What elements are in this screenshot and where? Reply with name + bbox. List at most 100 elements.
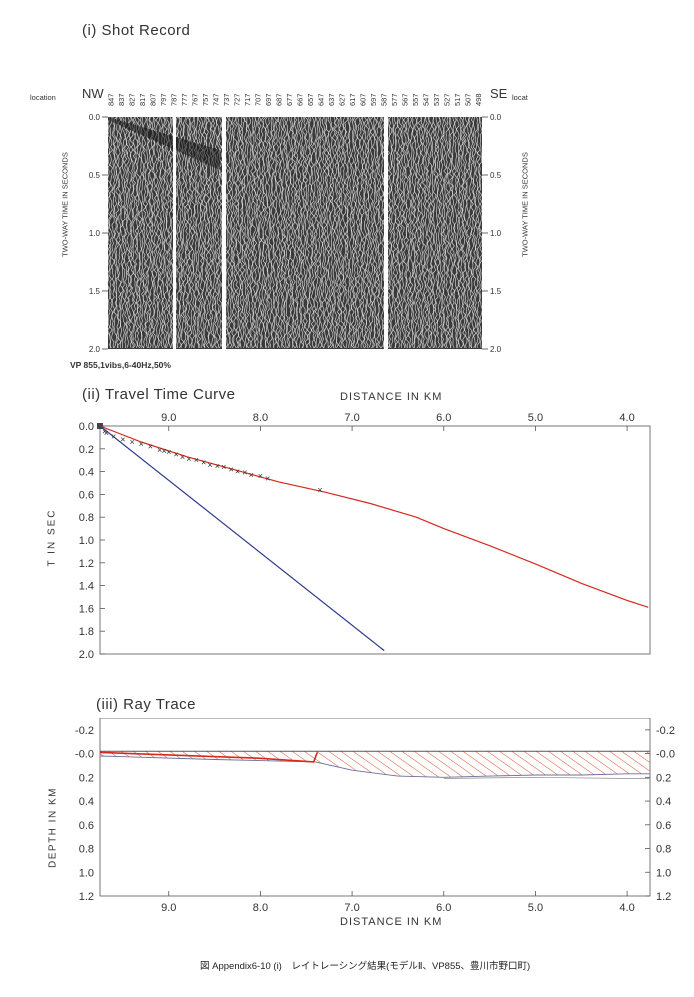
trace-label: 507 <box>463 93 472 106</box>
seismic-trace <box>115 116 120 349</box>
seismic-trace <box>337 116 343 349</box>
seismic-trace <box>342 116 347 349</box>
seismic-trace <box>243 116 248 349</box>
seismic-trace <box>235 116 240 349</box>
seismic-trace <box>478 116 483 349</box>
seismic-trace <box>285 116 290 349</box>
trace-label: 827 <box>127 93 136 106</box>
seismic-trace <box>293 116 298 349</box>
seismic-trace <box>144 116 149 349</box>
seismic-trace <box>125 116 130 349</box>
pick-marker: × <box>111 431 116 441</box>
trace-label: 777 <box>180 93 189 106</box>
source-note: VP 855,1vibs,6-40Hz,50% <box>70 360 171 370</box>
seismic-trace <box>241 116 246 349</box>
y-tick-label: 0.0 <box>79 421 94 433</box>
y-tick-label: 1.2 <box>79 558 94 570</box>
nw-label: NW <box>82 86 104 101</box>
seismic-trace <box>426 116 431 349</box>
ray-trace-xlabel: DISTANCE IN KM <box>340 916 443 928</box>
seismic-trace <box>378 116 382 349</box>
x-tick-label: 7.0 <box>344 902 359 914</box>
trace-label: 557 <box>411 93 420 106</box>
pick-marker: × <box>215 461 220 471</box>
pick-marker: × <box>228 464 233 474</box>
trace-label: 537 <box>432 93 441 106</box>
trace-label: 677 <box>285 93 294 106</box>
trace-label: 657 <box>306 93 315 106</box>
seismic-trace <box>132 116 137 349</box>
trace-label: 547 <box>421 93 430 106</box>
seismic-trace <box>256 116 261 349</box>
y-tick-label-left: -0.2 <box>75 725 94 737</box>
seismic-trace <box>283 116 288 349</box>
time-tick-label-right: 0.0 <box>490 113 502 122</box>
seismic-trace <box>113 116 118 349</box>
seismic-trace <box>302 116 307 349</box>
seismic-trace <box>232 116 238 349</box>
trace-label: 697 <box>264 93 273 106</box>
seismic-trace <box>422 116 427 349</box>
seismic-trace <box>413 116 418 349</box>
x-tick-label: 9.0 <box>161 412 176 424</box>
seismic-trace <box>266 116 271 349</box>
seismic-trace <box>457 116 462 349</box>
se-label: SE <box>490 86 508 101</box>
y-tick-label-left: 1.2 <box>79 891 94 903</box>
trace-label: 647 <box>316 93 325 106</box>
seismic-trace <box>123 116 128 349</box>
trace-label: 577 <box>390 93 399 106</box>
seismic-trace <box>140 116 145 349</box>
seismic-trace <box>352 116 357 349</box>
trace-label: 727 <box>232 93 241 106</box>
seismic-trace <box>415 116 420 349</box>
seismic-trace <box>365 116 370 349</box>
trace-label: 587 <box>379 93 388 106</box>
pick-marker: × <box>173 450 178 460</box>
trace-label: 737 <box>222 93 231 106</box>
seismic-trace <box>466 116 471 349</box>
y-tick-label: 0.2 <box>656 772 671 784</box>
seismic-trace <box>275 116 279 349</box>
seismic-trace <box>249 116 254 349</box>
lower-boundary <box>443 776 650 779</box>
seismic-trace <box>182 116 187 349</box>
seismic-trace <box>392 116 397 349</box>
x-tick-label: 5.0 <box>528 412 543 424</box>
seismic-trace <box>445 116 450 349</box>
seismic-trace <box>436 116 441 349</box>
seismic-trace <box>180 116 185 349</box>
pick-marker: × <box>139 439 144 449</box>
seismic-trace <box>344 116 349 349</box>
location-label-left: location <box>30 93 56 102</box>
trace-label: 627 <box>337 93 346 106</box>
seismic-trace <box>287 116 292 349</box>
seismic-trace <box>317 116 322 349</box>
seismic-trace <box>461 116 466 349</box>
layer-boundary <box>99 755 650 778</box>
ray-trace-chart: -0.2 -0.2 -0.0 -0.0 0.2 0.2 0.4 0.4 0.6 0.6 0.8 0.8… <box>75 718 675 914</box>
pick-marker: × <box>235 467 240 477</box>
trace-label: 637 <box>327 93 336 106</box>
seismic-trace <box>237 116 242 349</box>
seismic-trace <box>298 116 302 349</box>
direct-wave-line <box>99 425 385 652</box>
seismic-trace <box>281 116 286 349</box>
pick-marker: × <box>186 454 191 464</box>
time-tick-label-left: 0.5 <box>89 171 101 180</box>
trace-label: 498 <box>474 93 483 106</box>
seismic-trace <box>149 116 153 349</box>
seismic-trace <box>419 116 424 349</box>
shot-record-title: (i) Shot Record <box>82 22 191 39</box>
seismic-trace <box>289 116 294 349</box>
ray-trace-title: (iii) Ray Trace <box>96 696 197 713</box>
pick-marker: × <box>157 445 162 455</box>
seismic-trace <box>109 116 114 349</box>
seismic-trace <box>310 116 315 349</box>
seismic-trace <box>333 116 338 349</box>
pick-marker: × <box>166 447 171 457</box>
seismic-trace <box>308 116 313 349</box>
x-tick-label: 8.0 <box>253 412 268 424</box>
trace-label: 757 <box>201 93 210 106</box>
trace-label: 817 <box>138 93 147 106</box>
